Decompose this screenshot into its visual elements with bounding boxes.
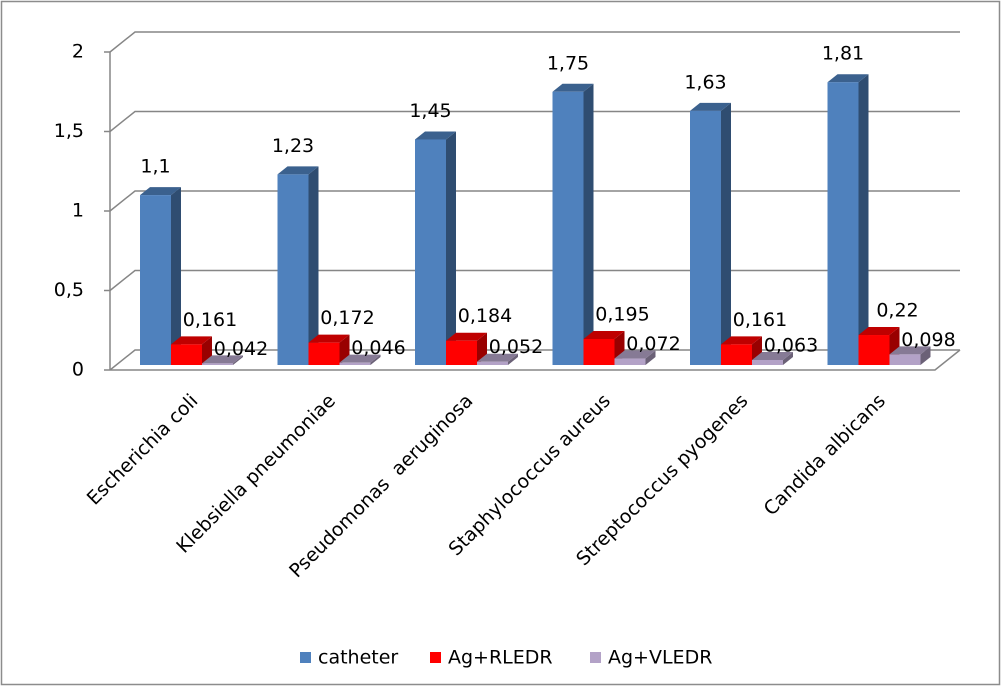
bar-top [140, 187, 181, 196]
y-tick-label: 0,5 [54, 279, 84, 301]
bar [889, 346, 931, 365]
bar [171, 336, 212, 365]
bar-top [477, 353, 518, 362]
bar [552, 83, 594, 365]
grid-line [109, 110, 960, 133]
bar-top [339, 354, 381, 363]
bar-top [277, 166, 319, 175]
bar [339, 354, 381, 365]
bar-side [171, 187, 181, 365]
value-label: 1,1 [140, 156, 170, 178]
value-label: 0,098 [901, 329, 955, 351]
bar-top [889, 346, 931, 355]
value-label: 0,046 [351, 337, 405, 359]
legend-swatch [300, 652, 311, 663]
x-axis [110, 349, 961, 371]
bar [415, 131, 456, 365]
bar-top [415, 131, 456, 140]
bar-top [171, 336, 212, 345]
bar-side [645, 350, 656, 365]
bar-side [233, 355, 243, 365]
bar-front [614, 358, 646, 365]
bar-side [721, 102, 731, 365]
bar-side [783, 351, 793, 365]
bar-top [583, 330, 625, 339]
value-label: 0,161 [183, 309, 237, 331]
bar-front [339, 362, 371, 365]
value-label: 0,161 [733, 309, 787, 331]
bar-top [827, 74, 869, 83]
legend-swatch [590, 652, 601, 663]
bar-front [140, 195, 171, 365]
y-tick-label: 0 [72, 359, 84, 381]
bar-front [889, 354, 921, 365]
value-label: 0,184 [458, 305, 512, 327]
legend-label: catheter [318, 647, 398, 669]
legend-label: Ag+VLEDR [608, 647, 712, 669]
grid-line [109, 269, 960, 292]
bar [308, 334, 350, 365]
grid-line [109, 349, 960, 371]
value-label: 1,45 [409, 100, 451, 122]
bar [202, 355, 243, 365]
bar-front [583, 338, 615, 365]
bar-side [370, 354, 381, 365]
bar-front [277, 174, 309, 365]
bar [827, 74, 869, 366]
legend-swatch [430, 652, 441, 663]
y-tick-label: 1,5 [54, 120, 84, 142]
bar-front [202, 363, 233, 365]
bar-top [202, 355, 243, 364]
bar-front [752, 359, 783, 365]
bar-front [721, 344, 752, 365]
bar-front [415, 139, 446, 365]
value-label: 0,072 [626, 333, 680, 355]
bar [614, 350, 656, 365]
value-label: 1,63 [684, 71, 726, 93]
bar-front [171, 344, 202, 365]
bar-front [308, 342, 340, 365]
value-label: 0,052 [489, 336, 543, 358]
bar-side [508, 353, 518, 365]
bar-top [721, 336, 762, 345]
value-label: 0,22 [876, 300, 918, 322]
bar [752, 351, 793, 365]
bar-top [446, 332, 487, 341]
bar-front [477, 361, 508, 365]
bar [690, 102, 731, 365]
value-label: 1,75 [547, 52, 589, 74]
value-label: 0,172 [320, 307, 374, 329]
bar-side [583, 83, 594, 365]
value-label: 1,23 [272, 135, 314, 157]
bar-front [690, 110, 721, 365]
grid-line [109, 31, 960, 53]
bar-top [858, 327, 900, 336]
bar-side [920, 346, 931, 365]
legend-label: Ag+RLEDR [448, 647, 553, 669]
y-tick-label: 2 [72, 41, 84, 63]
bar-front [552, 91, 584, 365]
value-label: 1,81 [822, 43, 864, 65]
bar-front [446, 340, 477, 365]
value-label: 0,195 [595, 303, 649, 325]
value-label: 0,042 [214, 338, 268, 360]
bar-top [308, 334, 350, 343]
value-label: 0,063 [764, 334, 818, 356]
bar-top [552, 83, 594, 92]
bar [140, 187, 181, 365]
bar-top [690, 102, 731, 111]
y-tick-label: 1 [72, 200, 84, 222]
bar [277, 166, 319, 365]
bar-side [858, 74, 869, 366]
bar-top [752, 351, 793, 360]
bar [477, 353, 518, 365]
grid-line [109, 190, 960, 212]
bar-front [858, 335, 890, 365]
bar-front [827, 82, 859, 366]
bar-side [308, 166, 319, 365]
bar-top [614, 350, 656, 359]
bar-side [446, 131, 456, 365]
